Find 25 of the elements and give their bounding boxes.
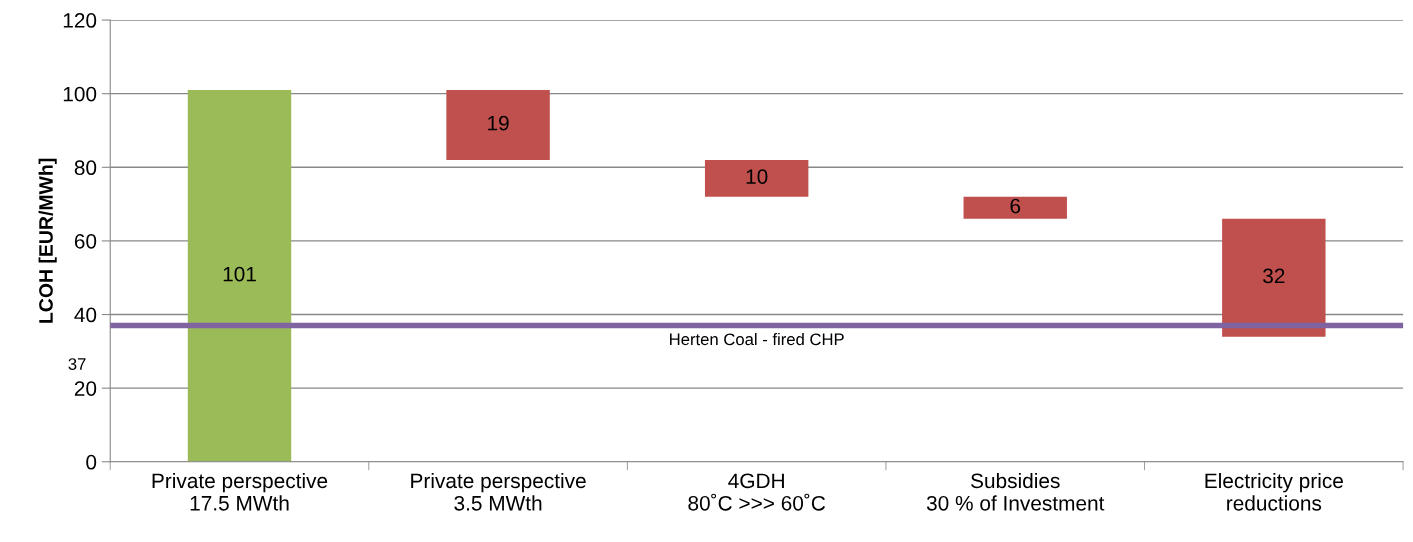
x-tick-label: Subsidies 30 % of Investment: [926, 472, 1105, 511]
data-label: 32: [1263, 268, 1285, 284]
x-tick-label: Private perspective 17.5 MWth: [152, 472, 328, 511]
y-tick-label: 60: [74, 233, 97, 249]
y-tick-label: 100: [63, 86, 97, 102]
ref-line-label: Herten Coal - fired CHP: [670, 332, 844, 346]
bar: [187, 89, 292, 462]
bar: [1222, 218, 1326, 337]
y-axis-title: LCOH [EUR/MWh]: [38, 158, 57, 323]
y-tick-label: 40: [74, 307, 97, 323]
bar: [963, 196, 1067, 219]
y-tick-label: 120: [63, 13, 97, 28]
bar: [704, 159, 809, 197]
x-tick-label: Electricity price reductions: [1205, 472, 1343, 511]
y-tick-label: 20: [74, 381, 97, 396]
data-label: 6: [1010, 198, 1021, 214]
data-label: 10: [746, 169, 768, 184]
x-tick-label: 4GDH 80˚C >>> 60˚C: [688, 473, 826, 511]
y-tick-label: 80: [74, 160, 97, 176]
x-tick-label: Private perspective 3.5 MWth: [411, 472, 586, 511]
data-label: 19: [488, 115, 509, 131]
text: 37: [68, 358, 86, 370]
data-label: 101: [223, 266, 256, 282]
bar: [446, 89, 550, 160]
y-tick-label: 0: [86, 454, 97, 470]
